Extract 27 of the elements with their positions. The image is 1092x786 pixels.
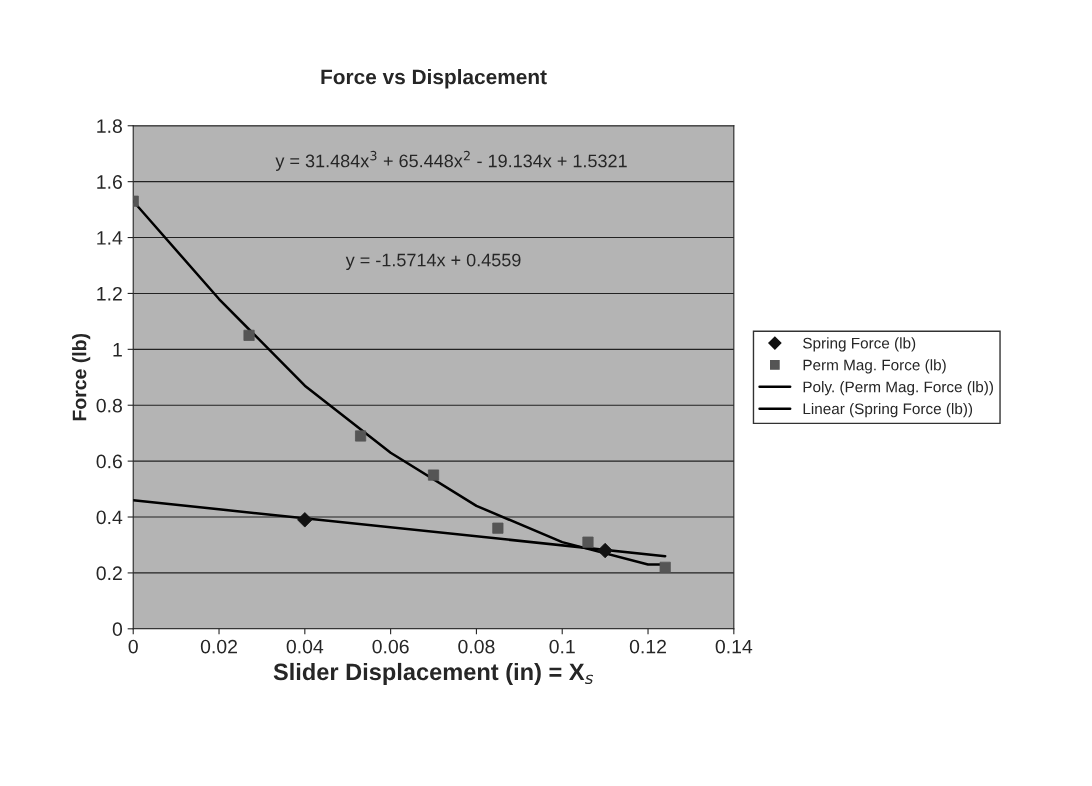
legend-label: Poly. (Perm Mag. Force (lb)) [803, 381, 993, 396]
x-axis-title: Slider Displacement (in) = X$_{s}$ [273, 662, 594, 685]
y-tick-label: 0.4 [96, 510, 123, 525]
y-tick-label: 0 [112, 622, 123, 637]
y-tick-label: 1 [113, 343, 122, 357]
x-tick-label: 0.12 [629, 639, 666, 654]
y-axis-title: Force (lb) [72, 333, 91, 421]
x-tick-label: 0.1 [549, 639, 575, 654]
y-tick-label: 0.6 [96, 454, 122, 469]
legend-label: Spring Force (lb) [803, 337, 916, 352]
x-tick-label: 0 [128, 639, 138, 654]
legend-label: Linear (Spring Force (lb)) [803, 402, 973, 418]
x-tick-label: 0.04 [286, 639, 324, 654]
x-tick-label: 0.06 [372, 639, 409, 654]
y-tick-label: 1.8 [97, 119, 122, 133]
legend-label: Perm Mag. Force (lb) [803, 359, 946, 374]
annotation: y = -1.5714x + 0.4559 [345, 253, 521, 270]
annotation: y = 31.484x$^{3}$ + 65.448x$^{2}$ - 19.134x + 1.5321 [275, 150, 627, 171]
x-tick-label: 0.14 [715, 639, 753, 654]
y-tick-label: 0.2 [96, 566, 122, 581]
y-tick-label: 1.6 [97, 175, 122, 189]
y-tick-label: 1.2 [97, 286, 122, 301]
x-tick-label: 0.02 [200, 639, 237, 654]
y-tick-label: 0.8 [96, 398, 122, 413]
y-tick-label: 1.4 [97, 231, 123, 245]
x-tick-label: 0.08 [458, 639, 495, 654]
chart-title: Force vs Displacement [321, 69, 547, 89]
